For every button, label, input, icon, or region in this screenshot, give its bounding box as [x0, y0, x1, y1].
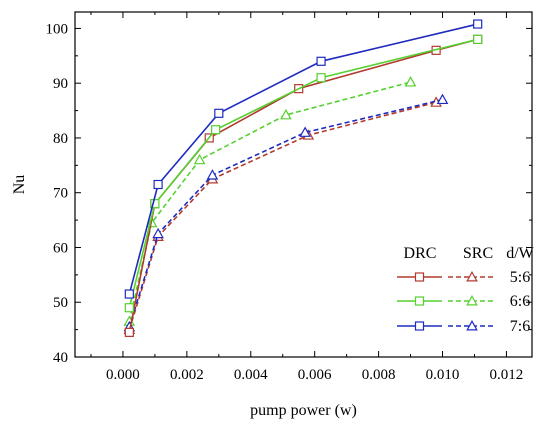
legend-row: 6:6	[397, 293, 530, 310]
data-point-drc-6-6	[473, 34, 483, 44]
data-point-src-6-6	[193, 153, 206, 165]
data-point-drc-6-6	[124, 303, 134, 313]
legend-row: 7:6	[397, 318, 530, 335]
series-drc-5-6	[124, 34, 483, 337]
data-point-src-7-6	[436, 93, 449, 105]
data-point-src-7-6	[299, 126, 311, 137]
x-tick-label: 0.010	[426, 367, 460, 383]
y-tick-label: 70	[53, 186, 68, 202]
data-point-drc-7-6	[153, 179, 163, 190]
data-point-src-6-6	[404, 76, 417, 87]
data-point-drc-7-6	[214, 108, 224, 118]
data-point-drc-7-6	[316, 56, 326, 66]
legend-src-marker	[466, 294, 478, 306]
series-src-6-6	[123, 76, 417, 326]
series-line-drc-6-6	[128, 38, 478, 308]
legend-ratio-label: 7:6	[510, 318, 530, 335]
data-point-drc-7-6	[124, 289, 134, 299]
y-tick-label: 80	[53, 131, 68, 147]
x-tick-label: 0.008	[362, 367, 396, 383]
series-drc-7-6	[124, 19, 483, 299]
y-tick-label: 90	[53, 76, 68, 92]
axes: 0.000 0.002 0.004 0.006 0.008 0.010 0.012 40 50 6…	[11, 11, 533, 419]
data-point-src-6-6	[280, 108, 292, 120]
y-tick-label: 100	[46, 21, 69, 37]
x-tick-label: 0.004	[234, 367, 268, 383]
legend-header-drc: DRC	[404, 245, 437, 262]
legend-drc-marker	[414, 321, 425, 331]
data-point-drc-5-6	[124, 327, 134, 337]
x-tick-label: 0.000	[106, 367, 140, 383]
legend-drc-marker	[414, 296, 425, 306]
legend-row: 5:6	[397, 269, 530, 286]
x-tick-label: 0.012	[490, 367, 524, 383]
data-point-drc-7-6	[473, 19, 483, 29]
legend-drc-marker	[414, 272, 425, 282]
data-point-drc-6-6	[316, 73, 326, 83]
y-tick-label: 40	[53, 350, 68, 366]
x-tick-label: 0.006	[298, 367, 332, 383]
legend: DRC SRC d/W 5:6 6:6 7:6	[397, 245, 535, 335]
plot-frame	[74, 11, 533, 358]
data-point-drc-6-6	[211, 125, 221, 135]
legend-ratio-label: 5:6	[510, 269, 530, 286]
y-axis-title: Nu	[11, 175, 28, 195]
legend-src-marker	[466, 319, 478, 331]
series-src-7-6	[123, 93, 449, 332]
legend-src-marker	[466, 270, 478, 282]
y-tick-label: 60	[53, 240, 68, 256]
legend-header-src: SRC	[463, 245, 493, 262]
series-line-src-7-6	[128, 98, 443, 328]
data-point-src-7-6	[206, 169, 219, 180]
x-tick-label: 0.002	[170, 367, 204, 383]
legend-ratio-label: 6:6	[510, 293, 530, 310]
series-drc-6-6	[124, 34, 483, 313]
data-point-src-7-6	[152, 227, 164, 239]
x-axis-title: pump power (w)	[250, 402, 357, 419]
series-src-5-6	[123, 96, 442, 335]
y-tick-label: 50	[53, 295, 68, 311]
series-layer	[123, 19, 483, 337]
series-line-drc-5-6	[128, 38, 478, 333]
legend-header-dw: d/W	[506, 245, 534, 262]
